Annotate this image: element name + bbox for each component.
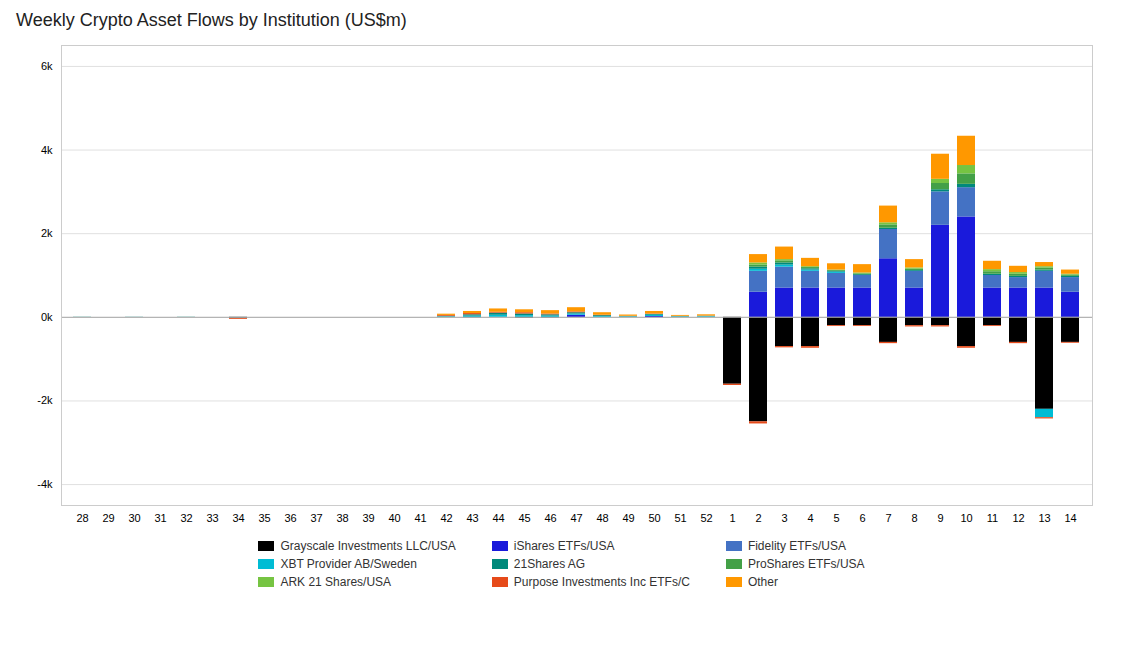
html-text:Purpose Investments Inc ETFs/C: Purpose Investments Inc ETFs/C — [513, 575, 690, 589]
svg-text:40: 40 — [388, 512, 400, 524]
svg-text:33: 33 — [206, 512, 218, 524]
svg-text:41: 41 — [414, 512, 426, 524]
svg-text:29: 29 — [102, 512, 114, 524]
svg-text:6: 6 — [859, 512, 865, 524]
svg-text:1: 1 — [729, 512, 735, 524]
svg-text:14: 14 — [1064, 512, 1076, 524]
html-text:Grayscale Investments LLC/USA: Grayscale Investments LLC/USA — [280, 539, 456, 553]
svg-text:46: 46 — [544, 512, 556, 524]
html-text:Weekly Crypto Asset Flows by I: Weekly Crypto Asset Flows by Institution… — [16, 10, 407, 30]
svg-text:52: 52 — [700, 512, 712, 524]
svg-text:13: 13 — [1038, 512, 1050, 524]
html-text:Other: Other — [747, 575, 778, 589]
svg-text:32: 32 — [180, 512, 192, 524]
svg-text:35: 35 — [258, 512, 270, 524]
svg-text:37: 37 — [310, 512, 322, 524]
svg-text:50: 50 — [648, 512, 660, 524]
svg-text:2k: 2k — [41, 227, 53, 239]
svg-text:31: 31 — [154, 512, 166, 524]
svg-text:9: 9 — [937, 512, 943, 524]
html-text:ARK 21 Shares/USA: ARK 21 Shares/USA — [280, 575, 392, 589]
svg-text:45: 45 — [518, 512, 530, 524]
svg-text:4k: 4k — [41, 144, 53, 156]
svg-text:47: 47 — [570, 512, 582, 524]
svg-text:5: 5 — [833, 512, 839, 524]
svg-text:-4k: -4k — [37, 478, 53, 490]
svg-text:28: 28 — [76, 512, 88, 524]
svg-text:51: 51 — [674, 512, 686, 524]
svg-text:0k: 0k — [41, 311, 53, 323]
svg-text:49: 49 — [622, 512, 634, 524]
svg-text:38: 38 — [336, 512, 348, 524]
svg-text:10: 10 — [960, 512, 972, 524]
svg-text:6k: 6k — [41, 60, 53, 72]
svg-text:42: 42 — [440, 512, 452, 524]
svg-text:11: 11 — [987, 512, 998, 524]
svg-text:44: 44 — [492, 512, 504, 524]
html-text:XBT Provider AB/Sweden: XBT Provider AB/Sweden — [280, 557, 417, 571]
html-text:21Shares AG: 21Shares AG — [513, 557, 586, 571]
html-text:Fidelity ETFs/USA: Fidelity ETFs/USA — [747, 539, 846, 553]
html-text:iShares ETFs/USA: iShares ETFs/USA — [513, 539, 615, 553]
svg-text:2: 2 — [755, 512, 761, 524]
svg-text:7: 7 — [885, 512, 891, 524]
svg-text:43: 43 — [466, 512, 478, 524]
svg-text:36: 36 — [284, 512, 296, 524]
svg-text:39: 39 — [362, 512, 374, 524]
svg-text:12: 12 — [1012, 512, 1024, 524]
svg-text:8: 8 — [911, 512, 917, 524]
svg-text:3: 3 — [781, 512, 787, 524]
html-text:ProShares ETFs/USA: ProShares ETFs/USA — [747, 557, 865, 571]
svg-text:30: 30 — [128, 512, 140, 524]
svg-text:-2k: -2k — [37, 394, 53, 406]
svg-text:48: 48 — [596, 512, 608, 524]
svg-text:34: 34 — [232, 512, 244, 524]
svg-text:4: 4 — [807, 512, 813, 524]
